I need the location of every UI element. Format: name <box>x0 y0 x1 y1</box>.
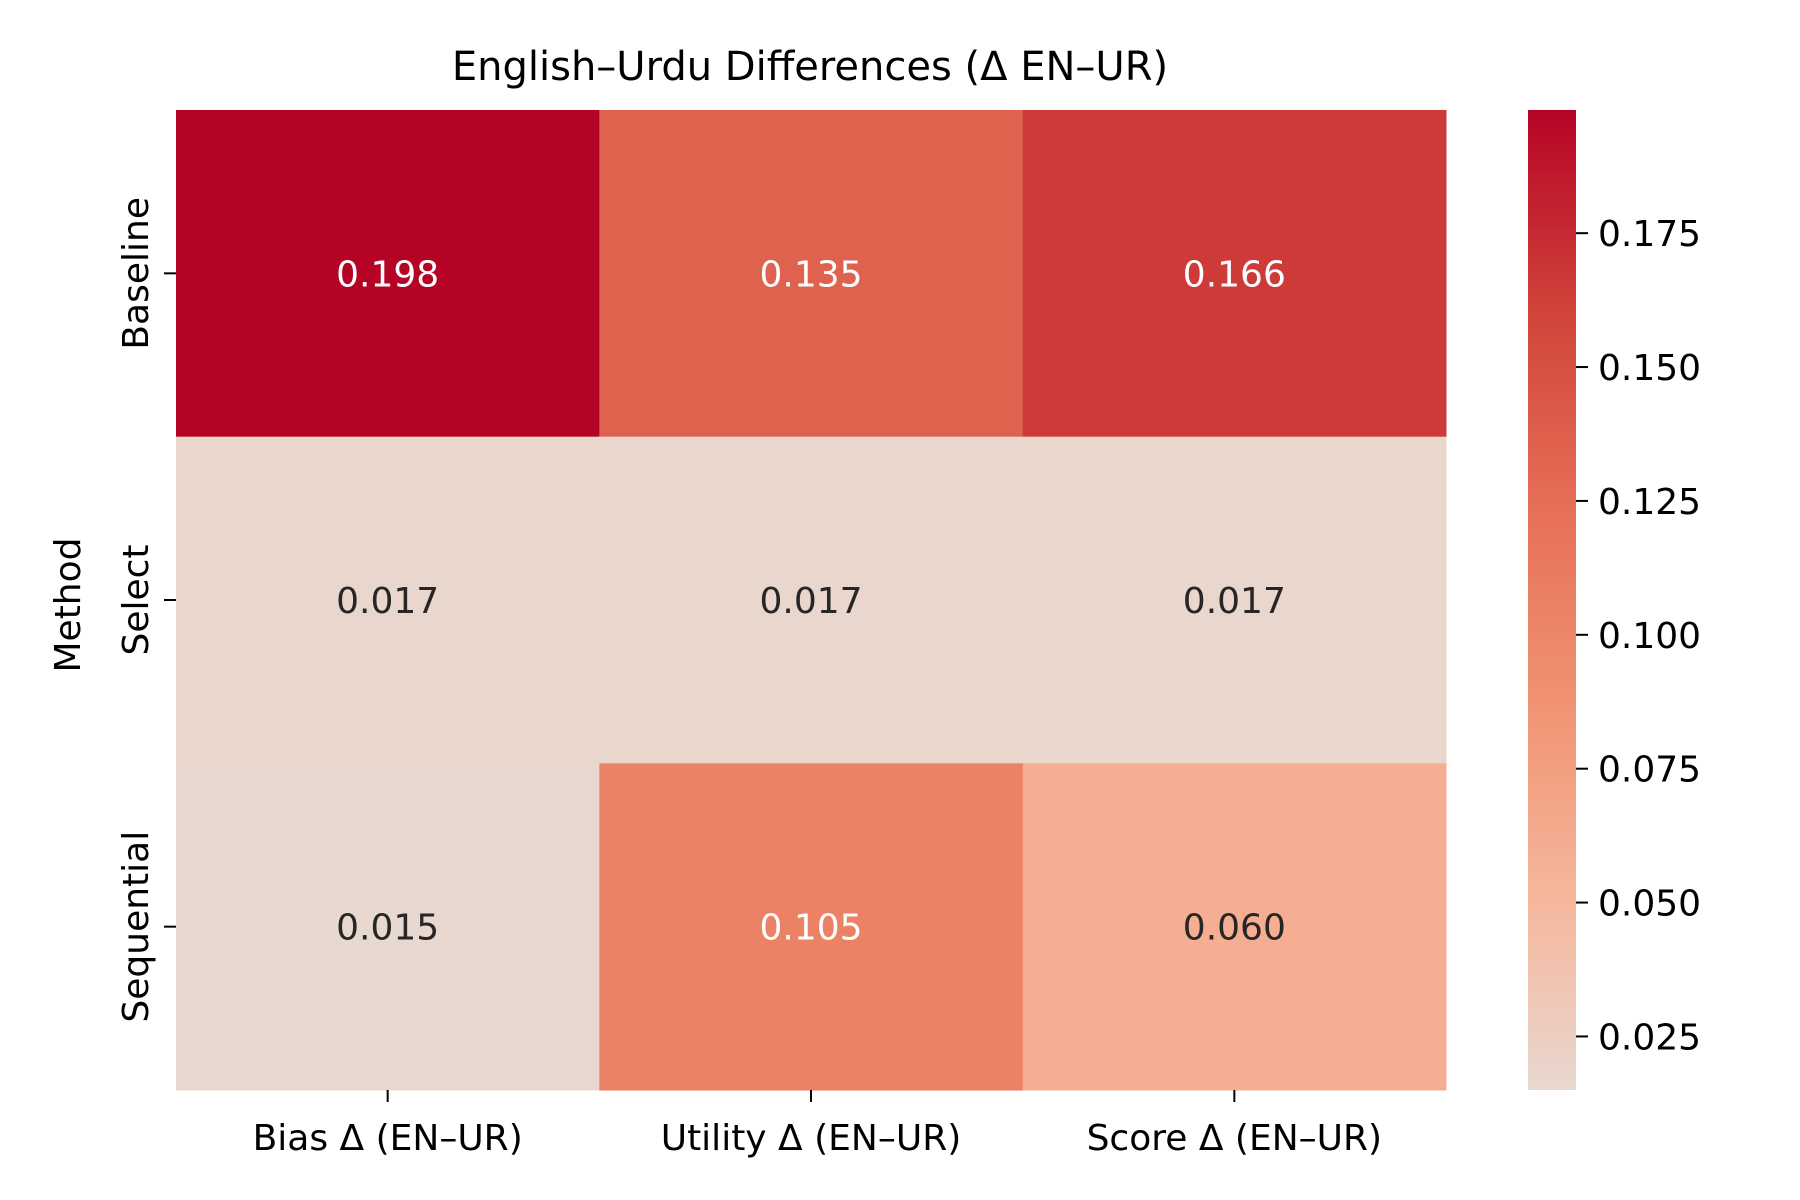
cell-value-label: 0.060 <box>1183 908 1286 949</box>
cell-value-label: 0.017 <box>759 581 862 622</box>
colorbar-tick-label: 0.050 <box>1598 884 1701 925</box>
x-tick-label: Bias Δ (EN–UR) <box>253 1118 523 1159</box>
cell-value-label: 0.017 <box>1183 581 1286 622</box>
heatmap-cell <box>176 436 600 764</box>
cell-value-label: 0.198 <box>336 254 439 295</box>
colorbar-tick-label: 0.125 <box>1598 482 1701 523</box>
cell-value-label: 0.017 <box>336 581 439 622</box>
cell-value-label: 0.166 <box>1183 254 1286 295</box>
colorbar <box>1528 110 1576 1090</box>
y-tick-label: Sequential <box>116 831 157 1023</box>
heatmap-cell <box>1022 110 1447 438</box>
cell-value-label: 0.105 <box>759 908 862 949</box>
colorbar-ticks: 0.025 0.050 0.075 0.100 0.125 0.150 0.175 <box>1576 214 1701 1058</box>
heatmap-cell <box>599 110 1024 438</box>
colorbar-tick-label: 0.075 <box>1598 750 1701 791</box>
y-axis: Baseline Select Sequential <box>116 197 176 1023</box>
heatmap-cell <box>599 436 1024 764</box>
colorbar-tick-label: 0.175 <box>1598 214 1701 255</box>
colorbar-tick-label: 0.150 <box>1598 348 1701 389</box>
cell-value-label: 0.135 <box>759 254 862 295</box>
heatmap-cells: 0.198 0.135 0.166 0.017 0.017 0.017 0.015 0.105… <box>176 110 1447 1091</box>
x-axis: Bias Δ (EN–UR) Utility Δ (EN–UR) Score Δ (… <box>253 1090 1382 1159</box>
colorbar-tick-label: 0.025 <box>1598 1017 1701 1058</box>
y-axis-label: Method <box>48 537 89 672</box>
y-tick-label: Baseline <box>116 197 157 350</box>
x-tick-label: Score Δ (EN–UR) <box>1087 1118 1382 1159</box>
heatmap-cell <box>1022 763 1447 1091</box>
chart-title: English–Urdu Differences (Δ EN–UR) <box>452 44 1168 90</box>
x-tick-label: Utility Δ (EN–UR) <box>661 1118 962 1159</box>
heatmap-cell <box>176 763 600 1091</box>
heatmap-cell <box>176 110 600 438</box>
colorbar-tick-label: 0.100 <box>1598 616 1701 657</box>
cell-value-label: 0.015 <box>336 908 439 949</box>
heatmap-cell <box>1022 436 1447 764</box>
heatmap-cell <box>599 763 1024 1091</box>
y-tick-label: Select <box>116 544 157 655</box>
